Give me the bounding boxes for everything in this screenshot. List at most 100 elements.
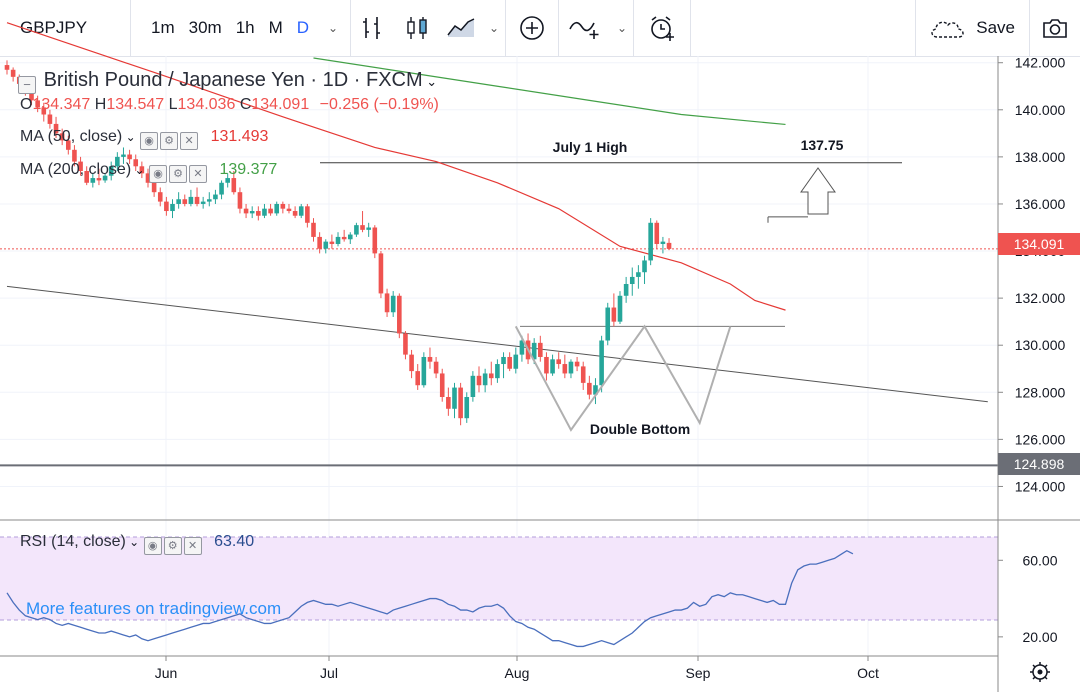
close-icon[interactable]: ✕ [180,132,199,150]
gear-icon[interactable]: ⚙ [160,132,179,150]
interval-label: D [296,18,310,37]
candle-body [568,361,574,374]
price-axis[interactable]: 142.000140.000138.000136.000134.000132.0… [998,55,1066,495]
candle-body [188,196,194,204]
price-tick-label: 140.000 [1015,102,1066,118]
settings-button[interactable] [1030,662,1050,682]
level-price-text: 124.898 [1014,456,1065,472]
candle-body [482,373,488,386]
candle-body [311,222,316,237]
candle-body [501,356,506,365]
rsi-line [6,549,854,648]
eye-icon[interactable]: ◉ [149,165,167,183]
chart-overlays [0,22,998,467]
interval-m-button[interactable]: M [262,0,290,56]
ohlc-row: O134.347 H134.547 L134.036 C134.091 −0.2… [20,96,439,114]
plus-circle-icon [520,16,544,40]
candlestick-series [4,60,672,426]
series-title-row: − British Pound / Japanese Yen · 1D · FX… [18,69,437,94]
interval-label: 1m [151,18,175,37]
candle-body [29,90,34,101]
camera-icon [1043,19,1067,38]
compare-dropdown-button[interactable]: ⌄ [611,0,633,56]
candle-body [323,241,329,249]
high-label: H [94,96,107,113]
candle-body [452,387,457,409]
candle-body [599,340,604,386]
candle-body [249,211,255,214]
candle-body [298,206,304,216]
chevron-down-icon: ⌄ [617,21,628,35]
rsi-tick-label: 20.00 [1022,629,1057,645]
price-tick-label: 136.000 [1015,196,1066,212]
rsi-tick-label: 60.00 [1022,552,1057,568]
save-label: Save [976,18,1015,37]
chevron-down-icon[interactable]: ⌄ [122,130,136,144]
add-indicator-button[interactable] [506,0,558,56]
chevron-down-icon[interactable]: ⌄ [125,535,140,549]
candle-body [593,385,598,395]
interval-d-button[interactable]: D [290,0,316,56]
target-label: 137.75 [801,137,844,153]
eye-icon[interactable]: ◉ [140,132,159,150]
interval-1h-button[interactable]: 1h [229,0,262,56]
candle-body [666,242,672,249]
compare-button[interactable] [559,0,611,56]
interval-dropdown-button[interactable]: ⌄ [316,0,350,56]
candle-body [237,192,243,209]
candle-body [562,364,568,374]
chevron-down-icon[interactable]: ⌄ [422,74,438,89]
ma200-label: MA (200, close) [20,161,132,178]
area-style-button[interactable] [439,0,483,56]
chevron-down-icon: ⌄ [489,21,500,35]
candle-body [605,307,611,341]
close-value: 134.091 [251,96,310,113]
chevron-down-icon[interactable]: ⌄ [131,163,145,177]
eye-icon[interactable]: ◉ [143,537,162,555]
snapshot-button[interactable] [1030,0,1080,56]
candle-body [648,222,653,261]
save-button[interactable]: Save [916,0,1029,56]
descending-trendline [6,285,988,403]
collapse-legend-icon[interactable]: − [18,76,36,94]
candle-body [59,133,65,141]
top-toolbar: GBPJPY 1m 30m 1h M D ⌄ ⌄ ⌄ [0,0,1080,57]
candle-body [225,178,230,183]
close-icon[interactable]: ✕ [189,165,207,183]
watermark-text[interactable]: More features on tradingview.com [26,599,281,618]
interval-30m-button[interactable]: 30m [182,0,229,56]
candle-body [96,178,102,181]
candle-body [427,356,433,362]
candle-body [164,201,169,212]
gear-icon[interactable]: ⚙ [163,537,182,555]
toolbar-separator [690,0,692,56]
candle-body [372,227,378,254]
ma50-value: 131.493 [210,128,269,145]
ma50-legend: MA (50, close) ⌄ ◉ ⚙ ✕ 131.493 [20,128,268,150]
candle-body [623,284,629,296]
candle-body [206,199,212,202]
candle-body [409,354,414,372]
candle-body [102,175,108,181]
candle-body [213,194,218,200]
interval-1m-button[interactable]: 1m [131,0,182,56]
candle-body [72,149,77,162]
chart-type-dropdown-button[interactable]: ⌄ [483,0,505,56]
candles-icon [407,17,427,39]
candle-body [642,260,647,273]
candle-body [654,222,660,244]
candle-style-button[interactable] [395,0,439,56]
bar-style-button[interactable] [351,0,395,56]
candle-body [384,293,390,313]
time-axis[interactable]: Jun Jul Aug Sep Oct [155,656,879,681]
candle-body [617,295,623,322]
alert-button[interactable] [634,0,690,56]
gear-icon[interactable]: ⚙ [169,165,187,183]
close-icon[interactable]: ✕ [183,537,202,555]
candle-body [292,211,298,216]
candle-body [544,356,549,374]
compare-plus-icon [569,21,599,39]
candle-body [305,206,310,223]
rsi-axis[interactable]: 60.00 20.00 [998,552,1058,645]
toolbar-separator [505,0,507,56]
